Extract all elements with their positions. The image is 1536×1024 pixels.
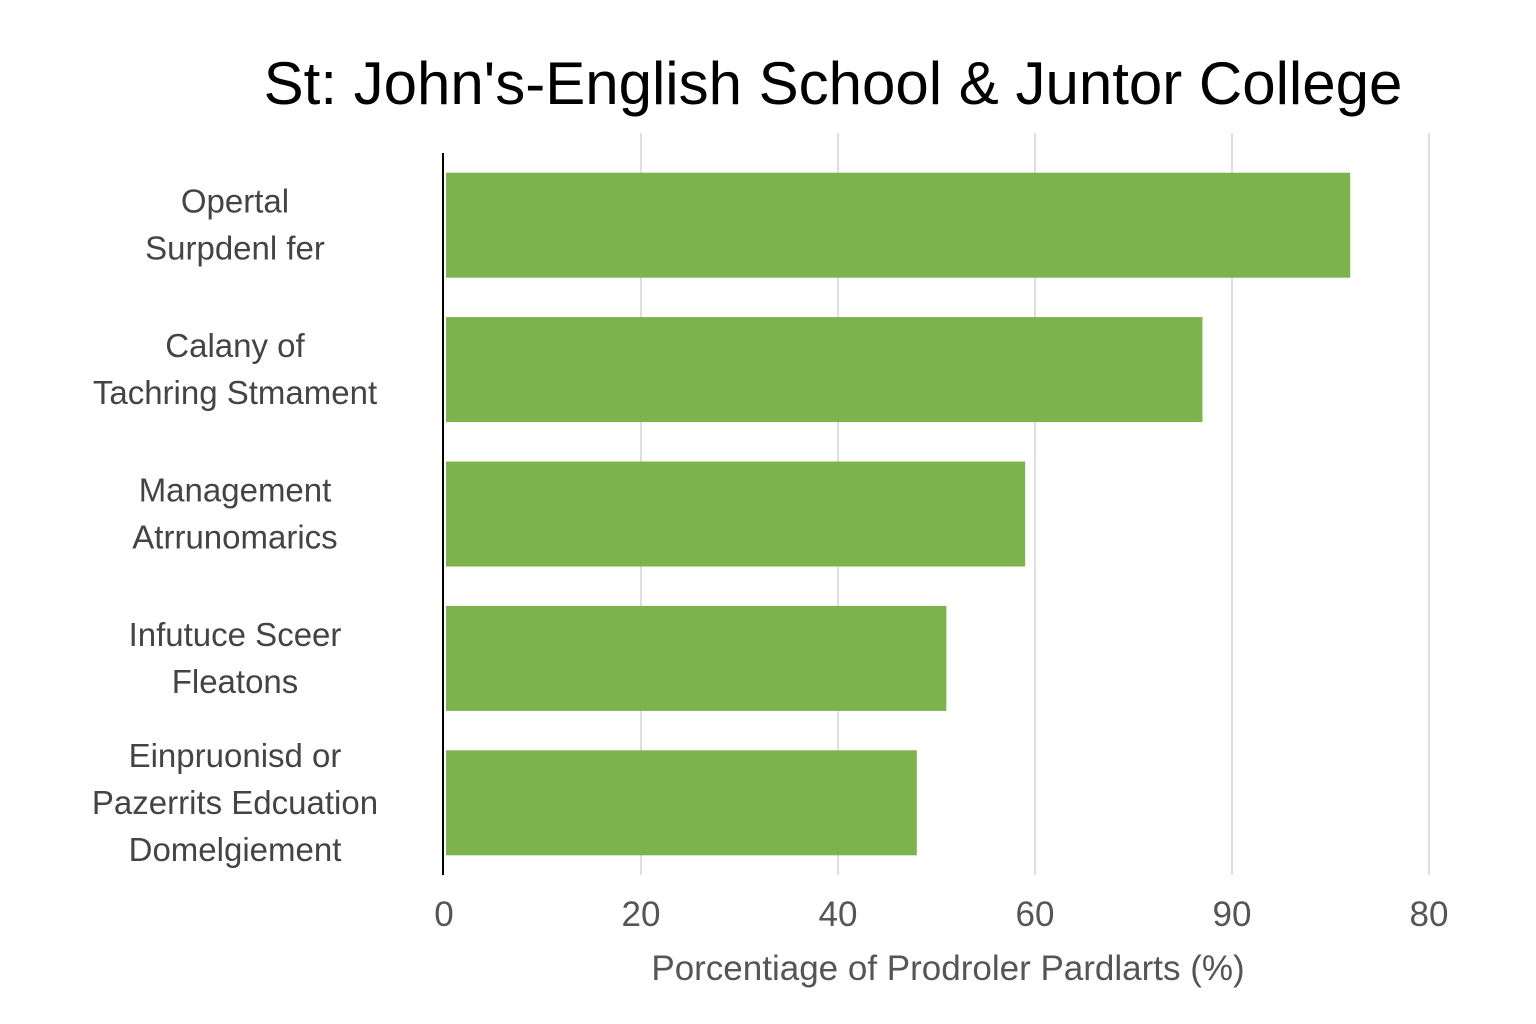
- x-tick-label: 80: [1410, 895, 1449, 934]
- category-label-line: Domelgiement: [129, 831, 342, 868]
- bar: [446, 172, 1351, 278]
- bar: [446, 605, 947, 711]
- x-tick-label: 60: [1016, 895, 1055, 934]
- category-label: Einpruonisd or Pazerrits Edcuation Domelgi…: [92, 737, 378, 868]
- bar: [446, 461, 1026, 567]
- x-tick-label: 90: [1213, 895, 1252, 934]
- category-label-line: Fleatons: [172, 663, 299, 700]
- category-label-line: Atrrunomarics: [132, 519, 337, 556]
- category-label: Infutuce Sceer Fleatons: [129, 616, 342, 700]
- category-label-line: Tachring Stmament: [93, 374, 377, 411]
- x-tick-label: 0: [434, 895, 453, 934]
- category-label-line: Opertal: [181, 183, 289, 220]
- category-label-line: Infutuce Sceer: [129, 616, 342, 653]
- bar: [446, 317, 1203, 423]
- x-tick-label: 40: [819, 895, 858, 934]
- category-label: Management Atrrunomarics: [132, 472, 337, 556]
- category-label-line: Calany of: [165, 327, 305, 364]
- category-label-line: Management: [139, 472, 332, 509]
- x-axis-title: Porcentiage of Prodroler Pardlarts (%): [651, 949, 1244, 988]
- bars: [446, 172, 1351, 856]
- category-labels: Opertal Surpdenl fer Calany of Tachring Stm…: [92, 183, 378, 868]
- x-tick-label: 20: [622, 895, 661, 934]
- category-label: Opertal Surpdenl fer: [145, 183, 325, 267]
- category-label: Calany of Tachring Stmament: [93, 327, 377, 411]
- bar: [446, 750, 917, 856]
- chart-title: St: John's-English School & Juntor Colle…: [264, 50, 1403, 117]
- x-tick-labels: 0 20 40 60 90 80: [434, 895, 1448, 934]
- category-label-line: Surpdenl fer: [145, 230, 325, 267]
- category-label-line: Einpruonisd or: [129, 737, 342, 774]
- category-label-line: Pazerrits Edcuation: [92, 784, 378, 821]
